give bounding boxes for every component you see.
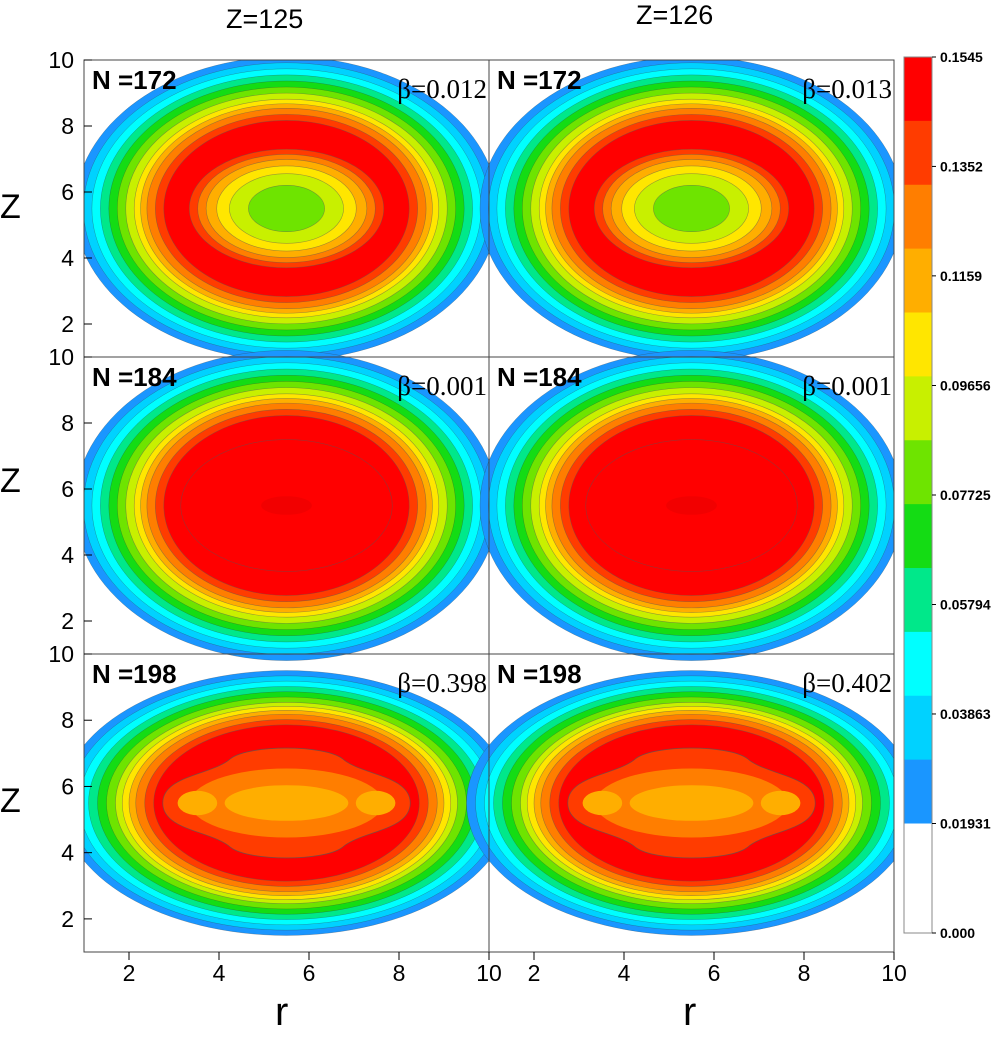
colorbar-band xyxy=(904,440,932,505)
panel-beta-label: β=0.398 xyxy=(397,668,487,698)
colorbar-band xyxy=(904,823,932,933)
colorbar: 0.1545 0.1352 0.1159 0.09656 0.07725 0.05794 0… xyxy=(903,49,991,941)
colorbar-tick-label: 0.1352 xyxy=(940,158,983,174)
colorbar-tick-label: 0.01931 xyxy=(940,816,991,832)
y-axis-label-row1: Z xyxy=(0,188,21,226)
contour-level xyxy=(355,790,396,816)
column-title-z126: Z=126 xyxy=(636,0,714,30)
panel-annotations: N =172 β=0.012 N =172 β=0.013 N =184 β=0.001 N… xyxy=(92,65,892,698)
y-tick-label: 10 xyxy=(48,641,74,667)
contour-level xyxy=(760,790,801,816)
x-tick-label: 8 xyxy=(393,960,406,986)
panel-frames xyxy=(83,59,895,953)
panel-beta-label: β=0.001 xyxy=(802,371,892,401)
contour-panel-1-2 xyxy=(479,60,894,361)
colorbar-band xyxy=(904,376,932,441)
y-tick-label: 4 xyxy=(61,542,74,568)
colorbar-band xyxy=(904,248,932,314)
y-tick-label: 6 xyxy=(61,773,74,799)
colorbar-band xyxy=(904,184,932,250)
panel-beta-label: β=0.013 xyxy=(802,74,892,104)
x-tick-label: 10 xyxy=(476,960,502,986)
contour-level xyxy=(629,785,754,821)
colorbar-band xyxy=(904,759,932,825)
x-tick-label: 4 xyxy=(213,960,226,986)
contour-panel-1-1 xyxy=(84,60,499,361)
colorbar-tick-label: 0.1159 xyxy=(940,268,982,284)
contour-level xyxy=(248,184,325,233)
colorbar-tick-label: 0.000 xyxy=(940,925,975,941)
x-tick-label: 8 xyxy=(798,960,811,986)
y-tick-label: 4 xyxy=(61,245,74,271)
colorbar-tick-label: 0.03863 xyxy=(940,706,991,722)
panel-beta-label: β=0.012 xyxy=(397,74,487,104)
panel-neutron-label: N =172 xyxy=(92,65,177,95)
column-title-z125: Z=125 xyxy=(226,4,304,34)
contour-level xyxy=(177,790,218,816)
colorbar-band xyxy=(904,504,932,569)
x-axis-label-right: r xyxy=(683,990,697,1034)
contour-panels xyxy=(84,60,894,936)
panel-neutron-label: N =184 xyxy=(92,362,177,392)
axis-ticks: 2 4 6 8 10 2 4 6 8 10 2 4 6 8 10 2 4 6 8 10 2 4 6 8 10 xyxy=(48,47,906,986)
contour-level xyxy=(261,496,312,515)
x-tick-label: 4 xyxy=(618,960,631,986)
colorbar-band xyxy=(904,57,932,122)
colorbar-tick-label: 0.09656 xyxy=(940,378,991,394)
y-tick-label: 4 xyxy=(61,840,74,866)
x-tick-label: 10 xyxy=(881,960,907,986)
y-tick-label: 8 xyxy=(61,707,74,733)
y-tick-label: 10 xyxy=(48,344,74,370)
colorbar-band xyxy=(904,695,932,761)
colorbar-tick-label: 0.07725 xyxy=(940,487,991,503)
y-tick-label: 2 xyxy=(61,906,74,932)
panel-neutron-label: N =198 xyxy=(92,659,177,689)
panel-neutron-label: N =172 xyxy=(497,65,582,95)
panel-neutron-label: N =184 xyxy=(497,362,582,392)
y-axis-label-row3: Z xyxy=(0,782,21,820)
contour-level xyxy=(582,790,623,816)
panel-neutron-label: N =198 xyxy=(497,659,582,689)
y-axis-label-row2: Z xyxy=(0,462,21,500)
y-tick-label: 8 xyxy=(61,410,74,436)
y-tick-label: 2 xyxy=(61,608,74,634)
colorbar-band xyxy=(904,312,932,377)
contour-panel-3-2 xyxy=(466,670,894,936)
panel-beta-label: β=0.001 xyxy=(397,371,487,401)
contour-level xyxy=(224,785,349,821)
contour-panel-2-1 xyxy=(84,350,499,661)
x-tick-label: 6 xyxy=(708,960,721,986)
x-tick-label: 2 xyxy=(528,960,541,986)
x-axis-label-left: r xyxy=(275,990,289,1034)
colorbar-band xyxy=(904,568,932,633)
contour-level xyxy=(666,496,717,515)
y-tick-label: 6 xyxy=(61,179,74,205)
colorbar-tick-label: 0.05794 xyxy=(940,596,991,612)
panel-frame xyxy=(488,653,895,953)
x-tick-label: 2 xyxy=(123,960,136,986)
x-tick-label: 6 xyxy=(303,960,316,986)
panel-beta-label: β=0.402 xyxy=(802,668,892,698)
y-tick-label: 2 xyxy=(61,311,74,337)
y-tick-label: 10 xyxy=(48,47,74,73)
colorbar-band xyxy=(904,120,932,186)
contour-level xyxy=(653,184,730,233)
contour-panel-3-1 xyxy=(84,670,512,936)
y-tick-label: 8 xyxy=(61,113,74,139)
colorbar-band xyxy=(904,631,932,697)
y-tick-label: 6 xyxy=(61,476,74,502)
colorbar-tick-label: 0.1545 xyxy=(940,49,983,65)
contour-panel-2-2 xyxy=(479,350,894,661)
